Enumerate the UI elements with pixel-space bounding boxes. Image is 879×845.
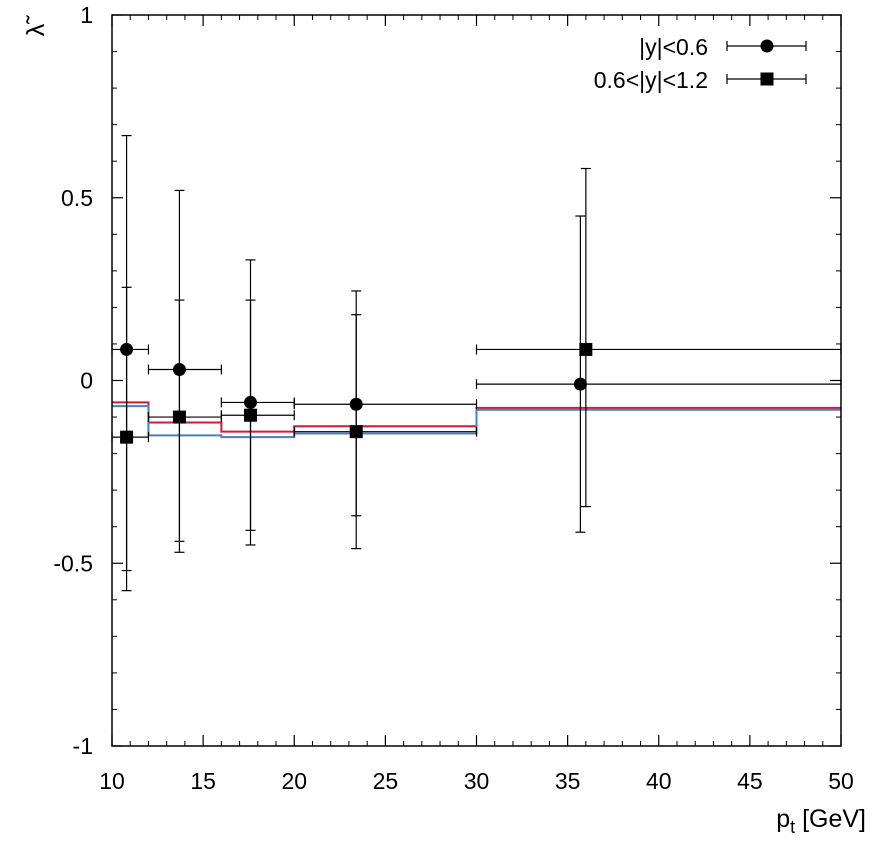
x-axis-label-main: p — [776, 805, 790, 833]
legend: |y|<0.6 0.6<|y|<1.2 — [594, 34, 807, 93]
legend-label-series-1: |y|<0.6 — [639, 34, 708, 60]
x-tick-label: 35 — [555, 768, 581, 794]
x-axis-label-unit: [GeV] — [795, 805, 866, 833]
y-tick-label: -0.5 — [53, 550, 93, 576]
y-tick-label: 1 — [80, 2, 93, 28]
errorbar-layer — [111, 135, 842, 592]
y-tick-label: -1 — [73, 733, 93, 759]
data-point-circle — [349, 397, 363, 411]
x-tick-label: 45 — [737, 768, 763, 794]
x-tick-label: 25 — [373, 768, 399, 794]
x-tick-label: 10 — [99, 768, 125, 794]
x-axis-label: pt [GeV] — [776, 805, 866, 837]
data-point-square — [244, 408, 258, 422]
legend-marker-square — [760, 72, 774, 86]
x-tick-label: 40 — [646, 768, 672, 794]
data-point-square — [349, 425, 363, 439]
data-point-circle — [172, 363, 186, 377]
x-tick-label: 50 — [828, 768, 854, 794]
tick-label-layer: 10 15 20 25 30 35 40 45 50 -1 -0.5 0 0.5 1 — [53, 2, 853, 794]
tick-layer — [111, 14, 842, 747]
data-point-square — [120, 430, 134, 444]
legend-label-series-2: 0.6<|y|<1.2 — [594, 67, 708, 93]
data-point-circle — [120, 342, 134, 356]
y-tick-label: 0 — [80, 368, 93, 394]
x-tick-label: 15 — [190, 768, 216, 794]
y-tick-label: 0.5 — [61, 185, 93, 211]
legend-symbols — [726, 39, 807, 86]
data-point-circle — [573, 377, 587, 391]
data-point-square — [579, 342, 593, 356]
x-axis-label-sub: t — [790, 817, 795, 837]
x-tick-label: 20 — [281, 768, 307, 794]
data-point-square — [172, 410, 186, 424]
marker-layer — [120, 342, 593, 444]
x-tick-label: 30 — [464, 768, 490, 794]
y-axis-label: λ̃ — [22, 15, 50, 37]
data-point-circle — [244, 395, 258, 409]
legend-marker-circle — [760, 39, 774, 53]
